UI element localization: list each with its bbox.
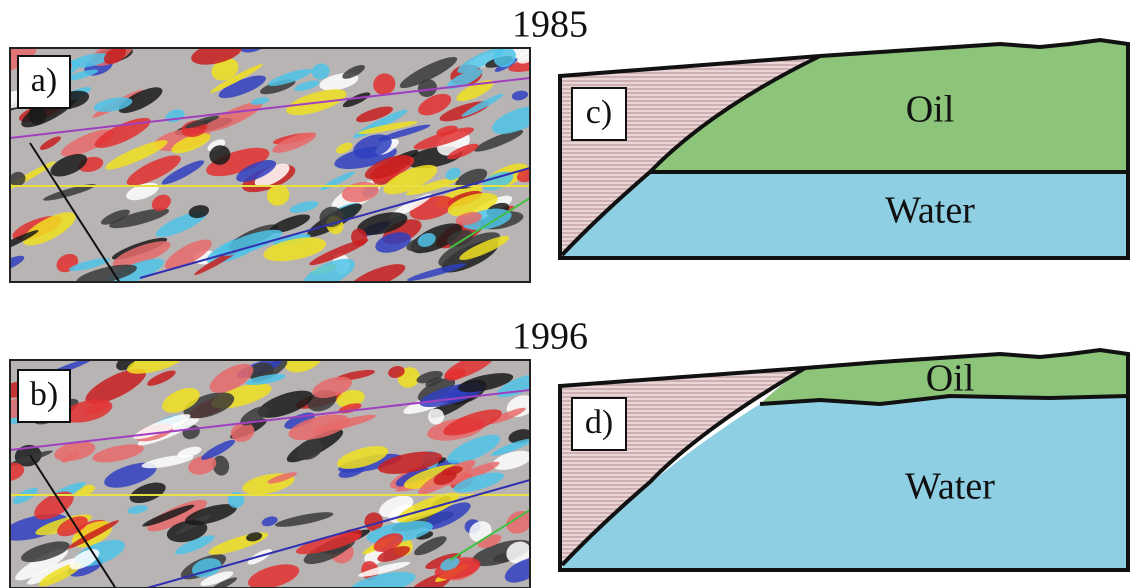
region-label: Water	[905, 466, 995, 508]
figure: a) b) 1985 1996 c) Oil Water d) Oil Wate…	[0, 0, 1130, 588]
panel-label: b)	[30, 376, 58, 413]
reservoir-model	[560, 40, 1128, 258]
region-label: Oil	[906, 89, 955, 131]
region-label: Water	[885, 190, 975, 232]
panel-label: d)	[585, 404, 613, 441]
panel-label: a)	[31, 62, 57, 99]
panel-label: c)	[586, 94, 612, 131]
region-label: Oil	[926, 358, 975, 400]
year: 1996	[512, 316, 588, 358]
seismic-panel	[0, 35, 547, 296]
year: 1985	[512, 4, 588, 46]
water-zone	[560, 172, 1128, 258]
seismic-panel	[0, 345, 546, 588]
reservoir-model	[560, 350, 1128, 570]
